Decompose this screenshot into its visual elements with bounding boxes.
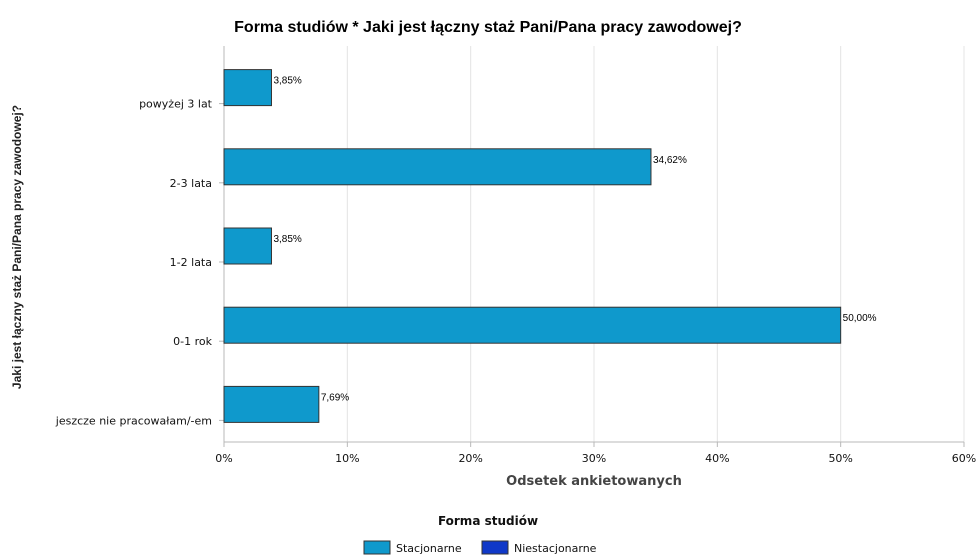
data-label: 3,85% [273, 76, 301, 87]
category-label: 0-1 rok [173, 335, 212, 348]
chart-title: Forma studiów * Jaki jest łączny staż Pa… [234, 19, 742, 36]
data-label: 50,00% [843, 313, 877, 324]
x-tick-label: 40% [705, 452, 729, 465]
x-axis-label: Odsetek ankietowanych [506, 474, 682, 489]
x-tick-label: 60% [952, 452, 976, 465]
data-labels: 3,85% 34,62% 3,85% 50,00% 7,69% [273, 76, 876, 404]
bar [223, 306, 842, 344]
axes [219, 46, 965, 447]
legend-swatch [481, 540, 509, 555]
bars [223, 69, 842, 423]
legend-items: Stacjonarne Niestacjonarne [363, 540, 597, 555]
bar [223, 69, 272, 107]
legend-title: Forma studiów [438, 514, 538, 528]
data-label: 34,62% [653, 155, 687, 166]
category-label: jeszcze nie pracowałam/-em [55, 414, 212, 427]
x-tick-label: 50% [828, 452, 852, 465]
x-tick-label: 20% [458, 452, 482, 465]
gridlines [346, 46, 965, 442]
y-axis-label: Jaki jest łączny staż Pani/Pana pracy za… [10, 105, 24, 389]
category-label: 1-2 lata [170, 256, 212, 269]
category-labels: powyżej 3 lat 2-3 lata 1-2 lata 0-1 rok jesz… [55, 98, 213, 428]
tick-labels: 0% 10% 20% 30% 40% 50% 60% [215, 452, 976, 465]
legend-label: Niestacjonarne [514, 542, 597, 555]
bar [223, 148, 652, 186]
data-label: 7,69% [321, 392, 349, 403]
category-label: powyżej 3 lat [139, 98, 213, 111]
data-label: 3,85% [273, 234, 301, 245]
legend-swatch [363, 540, 391, 555]
bar [223, 227, 272, 265]
x-tick-label: 30% [582, 452, 606, 465]
legend: Forma studiów Stacjonarne Niestacjonarne [363, 514, 597, 555]
bar [223, 385, 320, 423]
category-label: 2-3 lata [170, 177, 212, 190]
x-tick-label: 0% [215, 452, 232, 465]
legend-label: Stacjonarne [396, 542, 462, 555]
x-tick-label: 10% [335, 452, 359, 465]
